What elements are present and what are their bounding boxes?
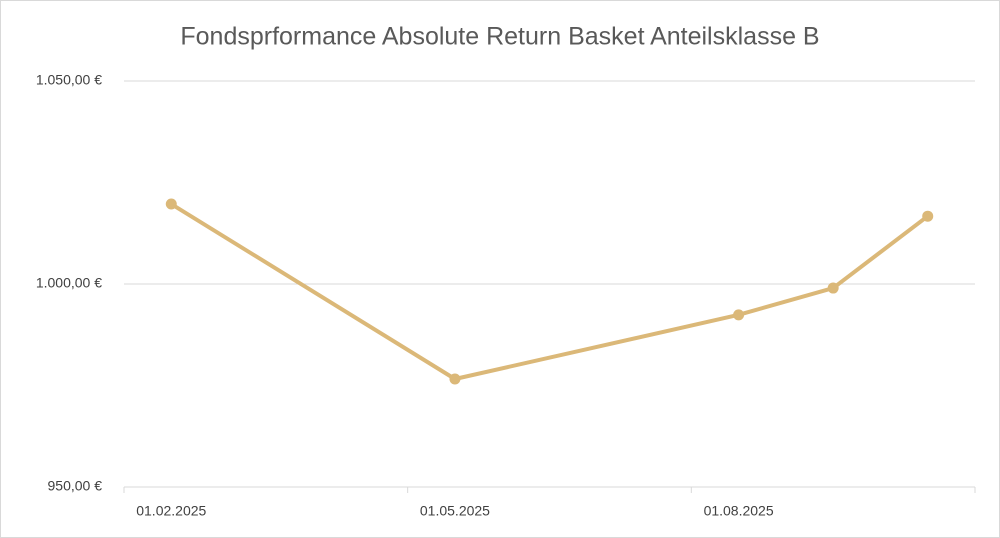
y-tick-label: 950,00 € bbox=[48, 478, 103, 494]
x-tick-label: 01.02.2025 bbox=[136, 503, 206, 519]
x-tick-label: 01.08.2025 bbox=[704, 503, 774, 519]
x-tick-label: 01.05.2025 bbox=[420, 503, 490, 519]
point bbox=[165, 198, 177, 210]
y-tick-label: 1.050,00 € bbox=[36, 72, 102, 88]
point bbox=[922, 210, 934, 222]
y-tick-label: 1.000,00 € bbox=[36, 275, 102, 291]
point bbox=[733, 309, 745, 321]
line-segment bbox=[452, 312, 741, 382]
line-segment bbox=[831, 214, 930, 291]
line-segment bbox=[169, 202, 457, 382]
point bbox=[827, 282, 839, 294]
point bbox=[449, 373, 461, 385]
line-segment bbox=[736, 286, 836, 317]
chart-title: Fondsprformance Absolute Return Basket A… bbox=[180, 23, 819, 51]
